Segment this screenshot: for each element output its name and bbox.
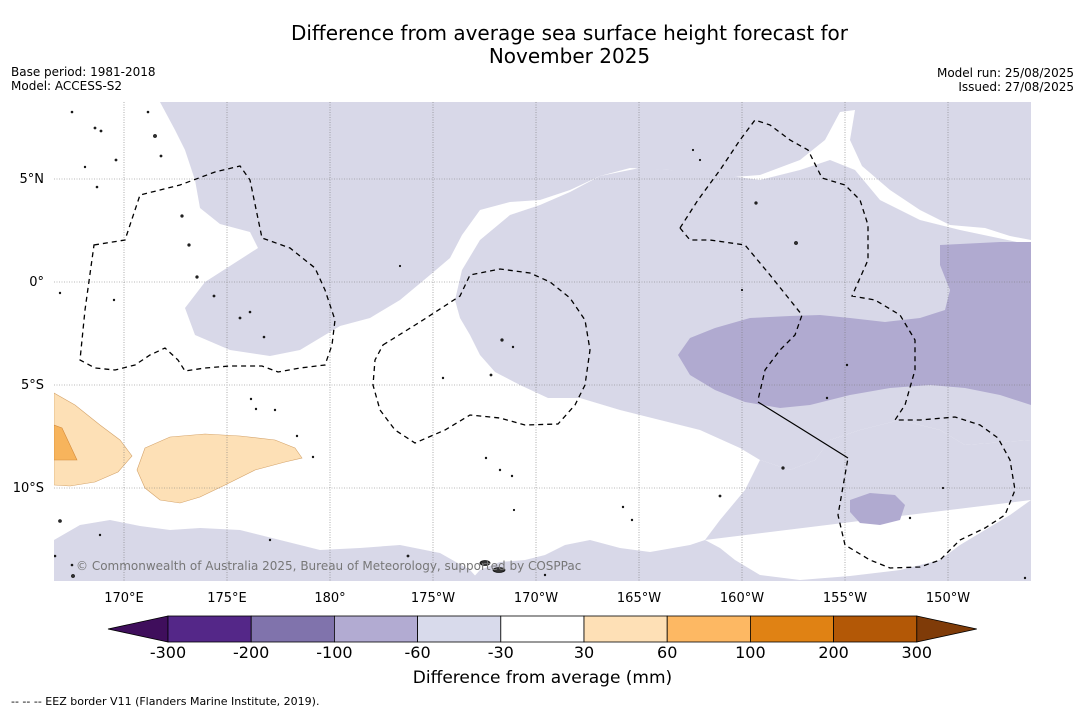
- model-name: Model: ACCESS-S2: [11, 79, 123, 93]
- colorbar-tick-label: 200: [818, 643, 849, 662]
- lon-label-180: 180°: [314, 591, 345, 606]
- colorbar-segment: [833, 615, 918, 643]
- model-run: Model run: 25/08/2025: [936, 66, 1074, 80]
- issued-date: Issued: 27/08/2025: [958, 80, 1074, 94]
- lat-label-0: 0°: [29, 275, 44, 290]
- anomaly-region-positive-center: [136, 433, 303, 504]
- colorbar-segment: [666, 615, 751, 643]
- longitude-labels: 170°E 175°E 180° 175°W 170°W 165°W 160°W…: [104, 591, 970, 606]
- anomaly-region-positive-west: [54, 392, 133, 487]
- colorbar-segment: [417, 615, 502, 643]
- eez-footnote: -- -- -- EEZ border V11 (Flanders Marine…: [11, 695, 320, 708]
- lat-label-5s: 5°S: [21, 378, 44, 393]
- anomaly-region-medium-east: [678, 242, 1031, 408]
- anomaly-region-medium-small: [850, 493, 905, 525]
- colorbar-tick-label: -60: [405, 643, 431, 662]
- lon-label-160w: 160°W: [720, 591, 764, 606]
- anomaly-region-positive-core: [54, 424, 78, 461]
- colorbar: -300 -200 -100 -60 -30 30 60 100 200 300: [107, 615, 977, 662]
- anomaly-region-light-central: [455, 160, 1031, 470]
- eez-border-east: [679, 119, 1016, 569]
- chart-title: Difference from average sea surface heig…: [27, 22, 1085, 68]
- map-area: © Commonwealth of Australia 2025, Bureau…: [54, 102, 1031, 581]
- colorbar-tick-label: -300: [150, 643, 186, 662]
- base-period: Base period: 1981-2018: [11, 65, 156, 79]
- colorbar-tick-label: -30: [488, 643, 514, 662]
- map-gridlines: [54, 102, 1031, 581]
- lon-label-175e: 175°E: [207, 591, 247, 606]
- colorbar-segment: [583, 615, 668, 643]
- colorbar-segment: [167, 615, 252, 643]
- colorbar-tick-label: 300: [902, 643, 933, 662]
- colorbar-tick-label: -200: [233, 643, 269, 662]
- eez-border-east-inner: [679, 227, 803, 401]
- colorbar-tick-label: 60: [657, 643, 677, 662]
- colorbar-tick-label: 100: [735, 643, 766, 662]
- colorbar-segment: [500, 615, 585, 643]
- colorbar-extend-high: [916, 615, 977, 643]
- eez-border-central: [372, 268, 591, 444]
- anomaly-region-light-north: [160, 102, 1031, 356]
- eez-borders: [79, 119, 1016, 569]
- lon-label-165w: 165°W: [617, 591, 661, 606]
- eez-border-west: [79, 165, 336, 373]
- colorbar-tick-label: -100: [316, 643, 352, 662]
- meta-right: Model run: 25/08/2025 Issued: 27/08/2025: [937, 66, 1074, 94]
- colorbar-label: Difference from average (mm): [412, 668, 673, 688]
- lon-label-150w: 150°W: [926, 591, 970, 606]
- eez-border-solid: [757, 401, 849, 459]
- lat-label-5n: 5°N: [20, 172, 45, 187]
- colorbar-segment: [333, 615, 418, 643]
- copyright-notice: © Commonwealth of Australia 2025, Bureau…: [76, 559, 581, 573]
- islands: [54, 110, 1027, 580]
- anomaly-region-light-southwest: [54, 520, 480, 581]
- lon-label-155w: 155°W: [823, 591, 867, 606]
- title-line-2: November 2025: [488, 44, 651, 68]
- colorbar-tick-label: 30: [574, 643, 594, 662]
- colorbar-segment: [250, 615, 335, 643]
- lat-label-10s: 10°S: [13, 481, 44, 496]
- latitude-labels: 5°N 0° 5°S 10°S: [13, 172, 44, 496]
- meta-left: Base period: 1981-2018 Model: ACCESS-S2: [11, 65, 156, 93]
- colorbar-segment: [750, 615, 835, 643]
- lon-label-170w: 170°W: [514, 591, 558, 606]
- title-line-1: Difference from average sea surface heig…: [290, 21, 849, 45]
- colorbar-extend-low: [107, 615, 169, 643]
- lon-label-175w: 175°W: [411, 591, 455, 606]
- lon-label-170e: 170°E: [104, 591, 144, 606]
